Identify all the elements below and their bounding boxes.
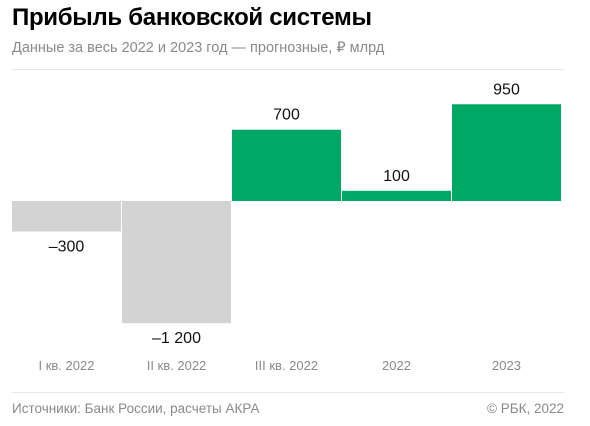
chart-subtitle: Данные за весь 2022 и 2023 год — прогноз… bbox=[12, 40, 385, 56]
category-label: 2023 bbox=[492, 358, 521, 373]
bar bbox=[12, 201, 121, 232]
category-label: I кв. 2022 bbox=[39, 358, 95, 373]
bar bbox=[122, 201, 231, 324]
chart-title: Прибыль банковской системы bbox=[12, 4, 372, 31]
value-label: 700 bbox=[273, 107, 300, 124]
category-label: III кв. 2022 bbox=[255, 358, 318, 373]
bar bbox=[342, 190, 451, 201]
top-divider bbox=[12, 69, 564, 70]
value-label: –1 200 bbox=[152, 330, 201, 347]
copyright-note: © РБК, 2022 bbox=[487, 401, 564, 416]
bar bbox=[232, 129, 341, 201]
value-label: 950 bbox=[493, 81, 520, 98]
value-label: –300 bbox=[49, 239, 85, 256]
category-label: 2022 bbox=[382, 358, 411, 373]
category-label: II кв. 2022 bbox=[147, 358, 207, 373]
source-note: Источники: Банк России, расчеты АКРА bbox=[12, 401, 260, 416]
value-label: 100 bbox=[383, 168, 410, 185]
bar bbox=[452, 104, 561, 201]
bottom-divider bbox=[12, 392, 564, 393]
